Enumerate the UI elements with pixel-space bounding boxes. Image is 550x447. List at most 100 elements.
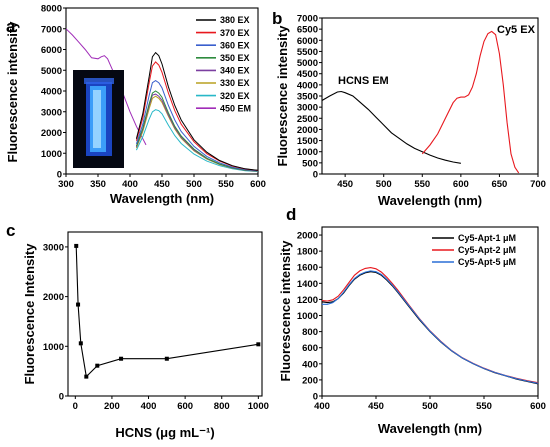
data-point (164, 356, 169, 361)
x-tick-label-b: 700 (530, 179, 546, 190)
series-line-cy5-apt-2-m (321, 267, 539, 384)
series-line-320-ex (135, 109, 259, 172)
y-tick-label-a: 6000 (41, 45, 62, 56)
x-tick-label-d: 400 (314, 401, 330, 412)
panel-a: a 300 350 400 450 500 550 60001000200030004000… (5, 4, 266, 207)
data-point (119, 356, 124, 361)
y-tick-label-b: 500 (302, 158, 318, 169)
y-tick-label-d: 400 (302, 359, 318, 370)
x-tick-label-b: 650 (491, 179, 507, 190)
x-tick-label-d: 550 (476, 401, 492, 412)
legend-label-cy5-apt-2-m: Cy5-Apt-2 μM (458, 245, 516, 255)
series-line-cy5-ex (421, 30, 520, 174)
x-tick-label-d: 450 (368, 401, 384, 412)
y-tick-label-b: 2000 (297, 125, 318, 136)
y-tick-label-c: 0 (59, 392, 64, 403)
plot-area-b: 450 500 550 600 650 7000500100015002000250030… (297, 14, 546, 191)
y-tick-label-d: 1600 (297, 263, 318, 274)
series-line-450-em (65, 28, 147, 146)
legend-label-360-ex: 360 EX (220, 40, 250, 50)
y-tick-label-a: 8000 (41, 4, 62, 15)
legend-label-330-ex: 330 EX (220, 78, 250, 88)
inset-photo-a (73, 70, 124, 168)
x-tick-label-a: 400 (122, 179, 138, 190)
plot-frame-b (321, 17, 539, 175)
x-tick-label-a: 350 (90, 179, 106, 190)
y-tick-label-b: 4500 (297, 69, 318, 80)
x-tick-label-b: 600 (453, 179, 469, 190)
series-line-350-ex (135, 90, 259, 172)
y-tick-label-a: 3000 (41, 107, 62, 118)
y-tick-label-d: 800 (302, 327, 318, 338)
x-tick-label-c: 0 (73, 401, 78, 412)
y-tick-label-c: 2000 (43, 292, 64, 303)
y-tick-label-d: 1800 (297, 247, 318, 258)
y-tick-label-b: 5000 (297, 58, 318, 69)
series-line-cy5-apt-1-m (321, 271, 539, 385)
data-point (84, 374, 89, 379)
panel-b: b 450 500 550 600 650 70005001000150020002500… (272, 9, 546, 208)
legend-label-450-em: 450 EM (220, 103, 251, 113)
x-tick-label-c: 1000 (248, 401, 269, 412)
annotation-cy5-ex: Cy5 EX (497, 24, 536, 36)
x-axis-title-d: Wavelength (nm) (378, 421, 482, 436)
y-tick-label-d: 1200 (297, 295, 318, 306)
x-axis-title-b: Wavelength (nm) (378, 193, 482, 208)
panel-label-c: c (6, 221, 15, 240)
x-tick-label-a: 600 (250, 179, 266, 190)
legend-label-320-ex: 320 EX (220, 91, 250, 101)
x-tick-label-d: 600 (530, 401, 546, 412)
panel-label-a: a (6, 17, 16, 36)
plot-frame-c (67, 231, 263, 397)
series-line-380-ex (135, 51, 259, 171)
plot-area-c: 0 200 400 600 800 1000 0 1000 2000 3000 (43, 242, 269, 412)
x-tick-label-b: 450 (337, 179, 353, 190)
y-tick-label-b: 3500 (297, 92, 318, 103)
y-tick-label-b: 1500 (297, 136, 318, 147)
y-tick-label-b: 6000 (297, 36, 318, 47)
y-tick-label-b: 7000 (297, 14, 318, 25)
panel-label-d: d (286, 205, 296, 224)
y-tick-label-a: 2000 (41, 128, 62, 139)
x-tick-label-c: 200 (104, 401, 120, 412)
y-tick-label-a: 4000 (41, 87, 62, 98)
panel-c: c 0 200 400 600 800 1000 0 1000 2000 3000 HCNS (μ… (6, 221, 269, 440)
y-tick-label-b: 3000 (297, 103, 318, 114)
y-tick-label-b: 0 (313, 170, 318, 181)
legend-label-380-ex: 380 EX (220, 15, 250, 25)
y-tick-label-d: 1000 (297, 311, 318, 322)
y-tick-label-d: 200 (302, 375, 318, 386)
x-tick-label-c: 600 (177, 401, 193, 412)
legend-label-350-ex: 350 EX (220, 53, 250, 63)
y-tick-label-b: 4000 (297, 80, 318, 91)
panel-d: d 400 450 500 550 600 0 200 400 600 800 1000 1200 14… (278, 205, 546, 436)
x-tick-label-c: 400 (141, 401, 157, 412)
y-tick-label-d: 2000 (297, 231, 318, 242)
panel-label-b: b (272, 9, 282, 28)
data-point (74, 243, 79, 248)
data-point (78, 341, 83, 346)
y-tick-label-b: 1000 (297, 147, 318, 158)
y-tick-label-c: 3000 (43, 242, 64, 253)
x-axis-title-c: HCNS (μg mL⁻¹) (115, 425, 214, 440)
data-point (256, 342, 261, 347)
y-tick-label-b: 5500 (297, 47, 318, 58)
legend-label-cy5-apt-1-m: Cy5-Apt-1 μM (458, 233, 516, 243)
y-axis-title-d: Fluorescence intensity (278, 240, 293, 382)
plot-area-d: 400 450 500 550 600 0 200 400 600 800 1000 1200 1400… (297, 231, 546, 412)
x-tick-label-a: 450 (154, 179, 170, 190)
series-line-cy5-apt-5-m (322, 270, 539, 384)
series-line-hcns-em (321, 90, 461, 164)
legend-label-cy5-apt-5-m: Cy5-Apt-5 μM (458, 257, 516, 267)
plot-area-a: 300 350 400 450 500 550 6000100020003000400050… (41, 4, 266, 191)
y-tick-label-c: 1000 (43, 342, 64, 353)
y-tick-label-d: 600 (302, 343, 318, 354)
legend-label-370-ex: 370 EX (220, 28, 250, 38)
y-axis-title-a: Fluorescence intensity (5, 21, 20, 163)
x-tick-label-a: 500 (186, 179, 202, 190)
series-line-hcns (75, 245, 259, 378)
data-point (76, 302, 81, 307)
y-axis-title-b: Fluorescence intensity (275, 25, 290, 167)
x-tick-label-b: 550 (414, 179, 430, 190)
